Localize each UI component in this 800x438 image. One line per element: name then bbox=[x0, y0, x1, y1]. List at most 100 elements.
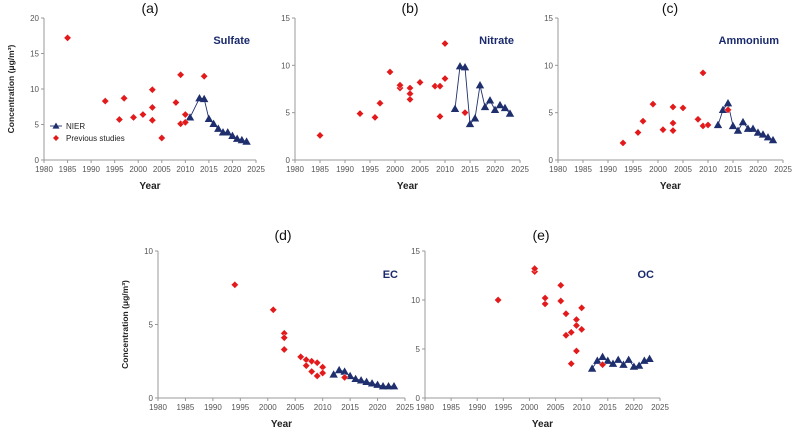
previous-study-point bbox=[669, 103, 677, 111]
y-tick-label: 10 bbox=[411, 296, 420, 305]
nier-point bbox=[495, 100, 505, 109]
x-tick-label: 1990 bbox=[468, 403, 486, 412]
previous-study-point bbox=[659, 125, 667, 134]
x-tick-label: 2025 bbox=[774, 165, 792, 174]
previous-study-point bbox=[530, 264, 539, 273]
nier-point bbox=[185, 113, 195, 121]
nier-point bbox=[619, 360, 628, 368]
previous-study-point bbox=[340, 373, 349, 382]
nier-point bbox=[748, 124, 758, 132]
legend-nier-marker bbox=[52, 122, 60, 129]
previous-study-point bbox=[461, 108, 469, 117]
x-tick-label: 2010 bbox=[176, 165, 194, 174]
panel-label: (e) bbox=[532, 227, 549, 243]
previous-study-point bbox=[436, 112, 444, 121]
x-tick-label: 1985 bbox=[574, 165, 592, 174]
x-tick-label: 2025 bbox=[511, 165, 529, 174]
chart-panel-b: 1980 1985 1990 1995 2000 2005 2010 2015 2020 2025… bbox=[281, 0, 529, 192]
y-tick-label: 10 bbox=[281, 61, 290, 70]
previous-study-point bbox=[176, 70, 185, 79]
chart-panel-c: 1980 1985 1990 1995 2000 2005 2010 2015 2020 2025… bbox=[544, 0, 792, 192]
previous-study-point bbox=[396, 81, 404, 90]
nier-point bbox=[450, 104, 460, 113]
previous-study-point bbox=[356, 109, 364, 118]
previous-study-point bbox=[541, 294, 549, 302]
nier-point bbox=[713, 120, 723, 129]
x-tick-label: 2020 bbox=[749, 165, 767, 174]
nier-point bbox=[505, 109, 515, 117]
nier-point bbox=[640, 356, 649, 364]
legend-previous-label: Previous studies bbox=[66, 134, 125, 143]
previous-study-point bbox=[120, 94, 128, 103]
nier-point bbox=[204, 114, 214, 122]
previous-study-point bbox=[280, 333, 289, 342]
nier-point bbox=[738, 117, 748, 126]
nier-point bbox=[500, 103, 510, 112]
previous-study-point bbox=[436, 82, 444, 91]
previous-study-point bbox=[157, 134, 166, 142]
previous-study-point bbox=[562, 331, 570, 340]
x-tick-label: 1985 bbox=[442, 403, 460, 412]
nier-point bbox=[340, 367, 349, 375]
x-axis-title: Year bbox=[660, 181, 681, 192]
nier-point bbox=[608, 359, 618, 367]
x-tick-label: 1990 bbox=[82, 165, 100, 174]
previous-study-point bbox=[307, 357, 316, 366]
previous-study-point bbox=[63, 33, 72, 42]
y-tick-label: 5 bbox=[35, 121, 40, 130]
previous-study-point bbox=[302, 361, 311, 370]
previous-study-point bbox=[562, 309, 570, 318]
x-tick-label: 1985 bbox=[177, 403, 195, 412]
x-tick-label: 2010 bbox=[436, 165, 454, 174]
previous-study-point bbox=[556, 297, 565, 305]
x-tick-label: 1980 bbox=[149, 403, 167, 412]
x-tick-label: 2015 bbox=[200, 165, 218, 174]
nier-point bbox=[242, 137, 251, 145]
nier-point bbox=[356, 376, 366, 384]
nier-point bbox=[214, 124, 223, 132]
previous-study-point bbox=[441, 39, 449, 48]
nier-point bbox=[367, 379, 377, 387]
nier-point bbox=[624, 355, 633, 363]
x-tick-label: 1995 bbox=[494, 403, 512, 412]
previous-study-point bbox=[172, 98, 180, 107]
chart-title: Nitrate bbox=[479, 35, 514, 47]
nier-point bbox=[209, 119, 218, 127]
y-tick-label: 10 bbox=[30, 85, 39, 94]
x-tick-label: 2005 bbox=[286, 403, 304, 412]
y-tick-label: 5 bbox=[286, 109, 291, 118]
previous-study-point bbox=[577, 303, 586, 312]
y-tick-label: 10 bbox=[544, 61, 553, 70]
x-axis-title: Year bbox=[532, 419, 553, 430]
nier-point bbox=[723, 99, 733, 107]
previous-study-point bbox=[269, 305, 278, 314]
y-tick-label: 0 bbox=[149, 394, 154, 403]
y-tick-label: 0 bbox=[35, 156, 40, 165]
previous-study-point bbox=[567, 328, 576, 337]
previous-study-point bbox=[376, 99, 384, 108]
previous-study-point bbox=[280, 345, 289, 354]
nier-point bbox=[733, 126, 743, 134]
previous-study-point bbox=[200, 72, 209, 81]
nier-point bbox=[598, 352, 607, 360]
x-tick-label: 2020 bbox=[369, 403, 387, 412]
nier-point bbox=[587, 364, 597, 372]
nier-point bbox=[373, 380, 382, 388]
y-axis-title: Concentration (μg/m³) bbox=[120, 280, 130, 369]
previous-study-point bbox=[441, 74, 449, 83]
x-tick-label: 2015 bbox=[461, 165, 479, 174]
nier-point bbox=[223, 128, 232, 136]
x-tick-label: 2000 bbox=[129, 165, 147, 174]
nier-point bbox=[768, 135, 778, 144]
previous-study-point bbox=[541, 300, 549, 308]
nier-series-line bbox=[454, 65, 511, 126]
y-tick-label: 20 bbox=[30, 14, 39, 23]
x-axis-title: Year bbox=[139, 181, 160, 192]
chart-title: Sulfate bbox=[213, 35, 250, 47]
chart-title: OC bbox=[638, 269, 655, 281]
panel-label: (d) bbox=[274, 227, 291, 243]
nier-point bbox=[384, 382, 393, 390]
previous-study-point bbox=[694, 115, 702, 124]
x-tick-label: 1980 bbox=[416, 403, 434, 412]
